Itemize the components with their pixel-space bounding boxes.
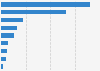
Bar (1, 26, 17, 30)
Bar (1, 33, 14, 38)
Bar (1, 2, 90, 7)
Bar (1, 18, 23, 22)
Bar (1, 64, 3, 69)
Bar (1, 57, 6, 61)
Bar (1, 41, 8, 45)
Bar (1, 49, 7, 53)
Bar (1, 10, 66, 14)
